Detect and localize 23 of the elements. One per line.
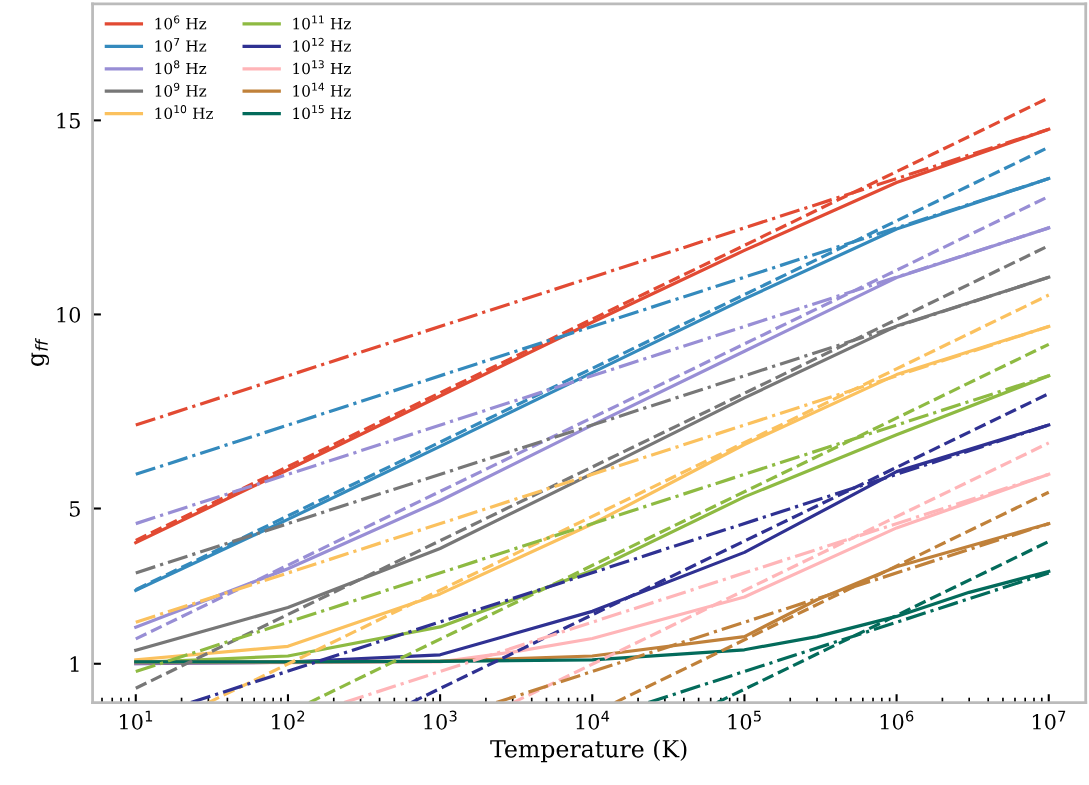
x-tick-label: 10$^{1}$ (119, 710, 153, 730)
legend-label: 10$^{13}$ Hz (293, 60, 351, 75)
x-tick-label: 10$^{7}$ (1032, 710, 1066, 730)
legend-label: 10$^{8}$ Hz (155, 60, 207, 75)
y-tick-label: 5 (69, 501, 80, 517)
y-tick-label: 1 (70, 656, 79, 672)
y-axis-title: g$_{ff}$ (31, 338, 50, 366)
legend-label: 10$^{7}$ Hz (155, 37, 207, 52)
y-tick-label: 10 (57, 306, 81, 323)
x-axis-title: Temperature (K) (490, 739, 687, 763)
legend-label: 10$^{12}$ Hz (293, 37, 351, 52)
x-tick-label: 10$^{5}$ (728, 710, 761, 730)
y-tick-label: 15 (57, 112, 80, 129)
legend-label: 10$^{9}$ Hz (155, 82, 207, 97)
legend-label: 10$^{15}$ Hz (293, 105, 351, 120)
legend-label: 10$^{14}$ Hz (293, 82, 351, 97)
legend-label: 10$^{11}$ Hz (293, 15, 351, 30)
legend-label: 10$^{6}$ Hz (155, 15, 207, 30)
x-tick-label: 10$^{3}$ (424, 710, 457, 730)
x-tick-label: 10$^{2}$ (272, 710, 305, 730)
x-tick-label: 10$^{4}$ (576, 710, 610, 730)
x-tick-label: 10$^{6}$ (880, 710, 914, 730)
legend-label: 10$^{10}$ Hz (155, 105, 213, 120)
